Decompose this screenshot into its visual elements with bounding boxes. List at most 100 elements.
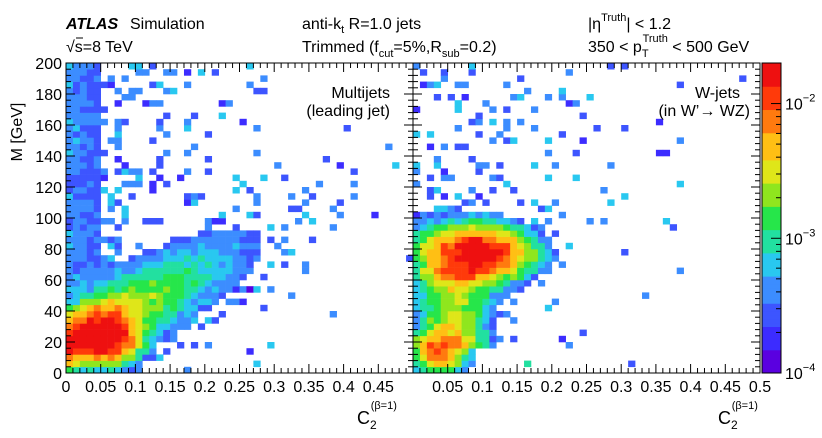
heatmap-cell xyxy=(489,317,497,324)
heatmap-cell xyxy=(496,249,504,256)
heatmap-cell xyxy=(211,286,219,293)
heatmap-cell xyxy=(524,230,532,237)
heatmap-cell xyxy=(86,366,95,374)
heatmap-cell xyxy=(128,304,136,312)
heatmap-cell xyxy=(72,106,81,113)
heatmap-cell xyxy=(156,218,164,225)
heatmap-cell xyxy=(551,255,560,262)
heatmap-cell xyxy=(503,261,511,268)
heatmap-cell xyxy=(79,342,88,349)
heatmap-cell xyxy=(107,205,115,213)
heatmap-cell xyxy=(183,125,192,132)
heatmap-cell xyxy=(128,273,136,281)
heatmap-cell xyxy=(419,317,428,324)
heatmap-cell xyxy=(419,335,428,343)
heatmap-cell xyxy=(183,317,192,324)
heatmap-cell xyxy=(503,280,511,287)
x-tick-label: 0.45 xyxy=(363,379,394,396)
heatmap-cell xyxy=(468,273,476,281)
heatmap-cell xyxy=(440,311,448,318)
y-tick-label: 80 xyxy=(44,242,62,259)
heatmap-cell xyxy=(177,242,185,250)
heatmap-cell xyxy=(170,292,178,299)
heatmap-cell xyxy=(93,63,101,70)
heatmap-cell xyxy=(170,87,178,95)
heatmap-cell xyxy=(66,118,74,126)
heatmap-cell xyxy=(461,242,469,250)
heatmap-cell xyxy=(239,118,247,126)
heatmap-cell xyxy=(426,329,435,337)
colorbar-band xyxy=(762,132,781,138)
heatmap-cell xyxy=(496,280,504,287)
heatmap-cell xyxy=(510,298,518,306)
heatmap-cell xyxy=(135,168,143,175)
heatmap-cell xyxy=(93,249,101,256)
heatmap-cell xyxy=(461,255,469,262)
colorbar-band xyxy=(762,369,781,374)
heatmap-cell xyxy=(107,273,115,281)
heatmap-cell xyxy=(225,267,233,275)
heatmap-cell xyxy=(163,87,171,95)
heatmap-cell xyxy=(232,298,240,306)
heatmap-cell xyxy=(579,112,587,120)
heatmap-cell xyxy=(413,273,421,281)
heatmap-cell xyxy=(121,323,129,330)
heatmap-cell xyxy=(121,273,129,281)
heatmap-cell xyxy=(72,298,81,306)
heatmap-cell xyxy=(440,292,448,299)
colorbar-band xyxy=(762,206,781,211)
heatmap-cell xyxy=(662,149,671,157)
heatmap-cell xyxy=(107,348,115,355)
heatmap-cell xyxy=(468,267,476,275)
heatmap-cell xyxy=(426,230,435,237)
heatmap-cell xyxy=(135,298,143,306)
heatmap-cell xyxy=(503,81,511,89)
heatmap-cell xyxy=(79,81,88,89)
heatmap-cell xyxy=(149,311,157,318)
heatmap-cell xyxy=(93,354,101,361)
heatmap-cell xyxy=(79,106,88,113)
heatmap-cell xyxy=(107,342,115,349)
heatmap-cell xyxy=(454,125,462,132)
heatmap-cell xyxy=(149,267,157,275)
heatmap-cell xyxy=(447,249,455,256)
heatmap-cell xyxy=(72,218,81,225)
heatmap-cell xyxy=(489,298,497,306)
heatmap-cell xyxy=(114,342,122,349)
heatmap-cell xyxy=(93,366,101,374)
heatmap-cell xyxy=(461,218,469,225)
heatmap-cell xyxy=(197,298,206,306)
heatmap-cell xyxy=(218,280,226,287)
heatmap-cell xyxy=(72,255,81,262)
heatmap-cell xyxy=(211,242,219,250)
heatmap-cell xyxy=(413,335,421,343)
heatmap-cell xyxy=(66,87,74,95)
heatmap-cell xyxy=(107,298,115,306)
heatmap-cell xyxy=(86,317,95,324)
atlas-label: ATLAS xyxy=(65,16,118,33)
heatmap-cell xyxy=(149,280,157,287)
heatmap-cell xyxy=(482,224,490,231)
heatmap-cell xyxy=(454,267,462,275)
heatmap-cell xyxy=(149,273,157,281)
heatmap-cell xyxy=(440,75,448,82)
heatmap-cell xyxy=(121,366,129,374)
heatmap-cell xyxy=(142,292,150,299)
colorbar-band xyxy=(762,109,781,114)
wjets-panel: 0.05 0.1 0.15 0.2 0.25 0.3 0.35 0.4 0.45 0.5 W-je… xyxy=(412,62,771,432)
heatmap-cell xyxy=(114,87,122,95)
heatmap-cell xyxy=(503,242,511,250)
heatmap-cell xyxy=(66,94,74,101)
heatmap-cell xyxy=(419,255,428,262)
heatmap-cell xyxy=(551,298,560,306)
heatmap-cell xyxy=(482,199,490,206)
heatmap-cell xyxy=(72,205,81,213)
colorbar-band xyxy=(762,202,781,207)
heatmap-cell xyxy=(426,81,435,89)
heatmap-cell xyxy=(426,261,435,268)
heatmap-cell xyxy=(66,180,74,188)
heatmap-cell xyxy=(461,354,469,361)
colorbar-band xyxy=(762,361,781,366)
heatmap-cell xyxy=(419,261,428,268)
wjets-x-axis-title: C2(β=1) xyxy=(718,400,758,432)
